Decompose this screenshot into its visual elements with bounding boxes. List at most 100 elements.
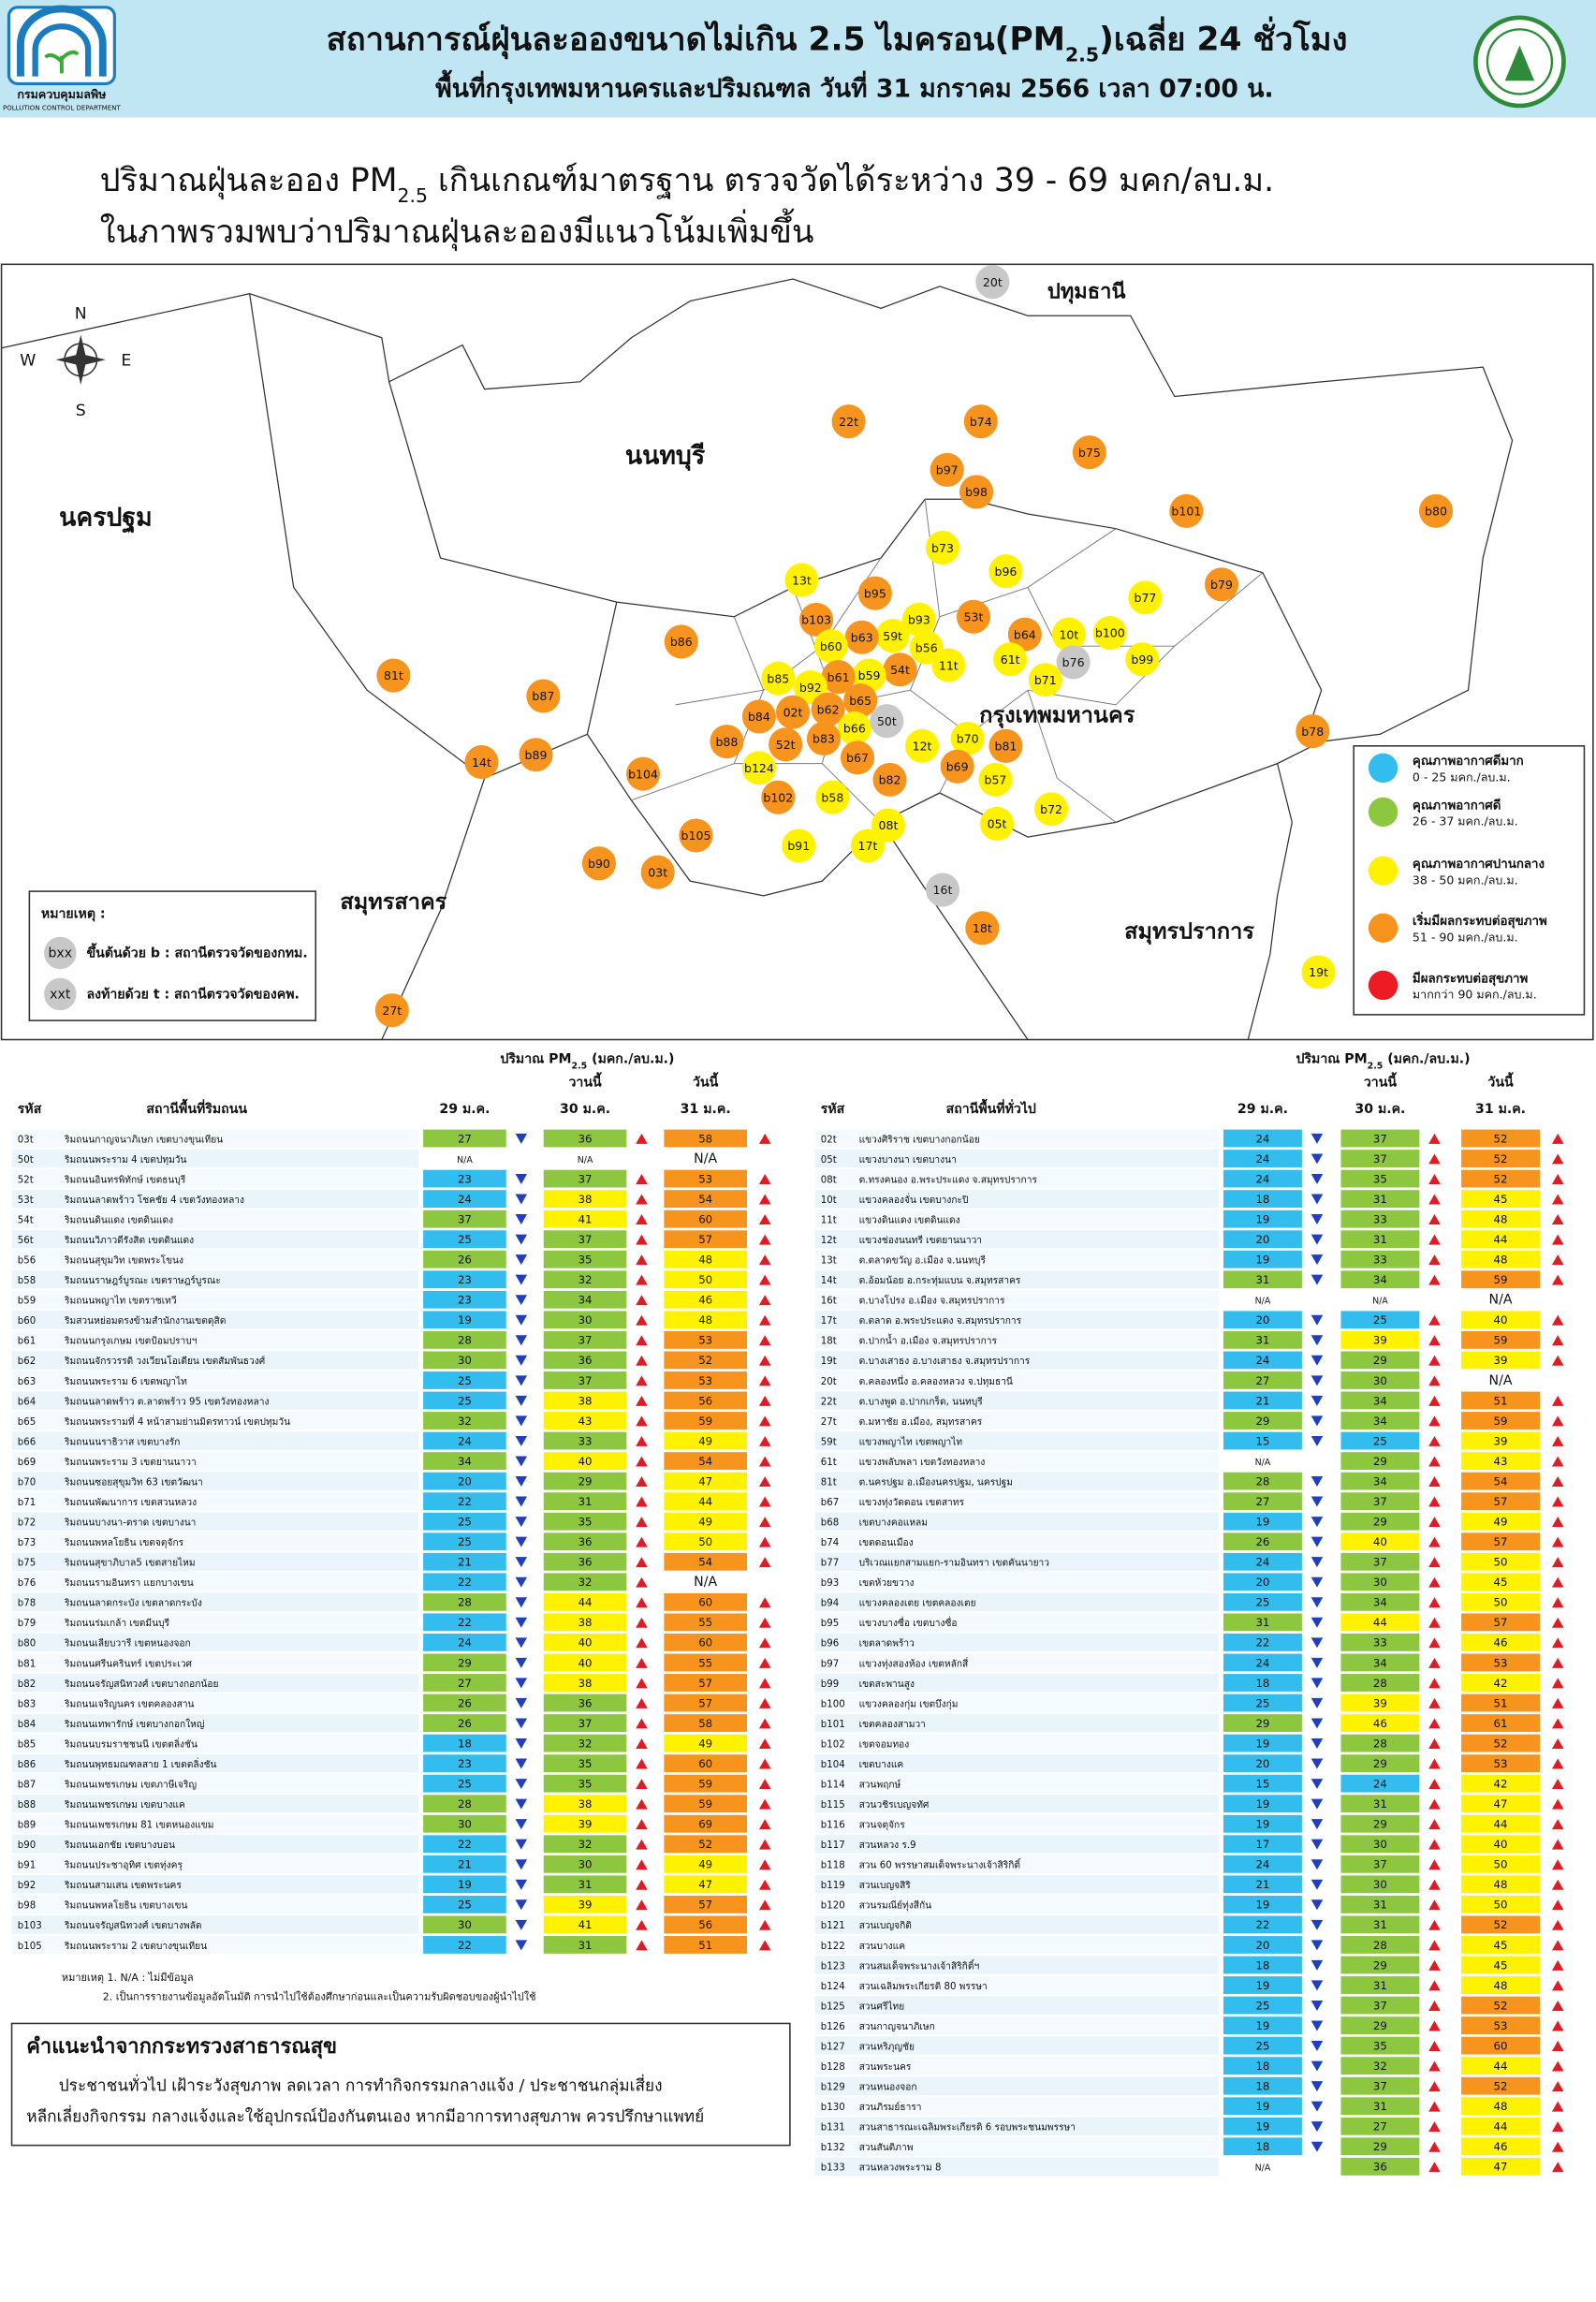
value-text: 44 [1494, 2060, 1508, 2073]
value-cell [663, 1874, 748, 1895]
value-cell [422, 1855, 507, 1874]
trend-arrow [1551, 1737, 1564, 1749]
trend-arrow [515, 1133, 528, 1144]
value-cell [1460, 1713, 1541, 1733]
trend-arrow [1551, 2141, 1564, 2152]
trend-arrow [758, 1517, 771, 1528]
value-cell [1223, 1552, 1303, 1572]
row-background [814, 1250, 1219, 1269]
trend-arrow [1551, 1718, 1564, 1729]
station-label: b59 [858, 668, 881, 682]
station-code: b67 [821, 1498, 839, 1508]
station-name: สวนบางแค [859, 1942, 905, 1952]
today-header: วันนี้ [1487, 1072, 1514, 1091]
trend-arrow [1428, 1557, 1441, 1568]
trend-arrow [636, 1697, 648, 1708]
trend-arrow [515, 1779, 528, 1790]
value-text: 57 [698, 1233, 712, 1246]
value-cell [422, 1874, 507, 1895]
value-cell [1460, 2076, 1541, 2096]
station-label: 05t [988, 817, 1007, 831]
value-text: 35 [578, 1516, 593, 1529]
trend-arrow [515, 1557, 528, 1568]
station-name: สวนหริภุญชัย [859, 2041, 915, 2052]
value-cell [1223, 1633, 1303, 1652]
station-label: 20t [983, 275, 1003, 289]
station-name: ริมถนนลาดพร้าว ต.ลาดพร้าว 95 เขตวังทองหล… [64, 1396, 269, 1407]
value-cell [1460, 1652, 1541, 1673]
trend-arrow [1428, 1597, 1441, 1608]
value-text: 49 [698, 1434, 712, 1447]
value-text: 31 [1255, 1616, 1269, 1629]
station-label: b60 [820, 639, 842, 653]
value-text: 28 [1255, 1474, 1269, 1488]
logo-text-en: POLLUTION CONTROL DEPARTMENT [3, 104, 122, 112]
value-text: 53 [1494, 1656, 1508, 1669]
station-name: ริมถนนประชาอุทิศ เขตทุ่งครุ [64, 1860, 183, 1871]
value-cell [1340, 1310, 1421, 1330]
station-name: แขวงพลับพลา เขตวังทองหลาง [859, 1458, 986, 1468]
value-text: 37 [1373, 1152, 1387, 1166]
station-marker [1056, 645, 1091, 680]
legend-range: 26 - 37 มคก./ลบ.ม. [1413, 814, 1518, 828]
value-cell [542, 1532, 628, 1551]
trend-arrow [758, 1214, 771, 1225]
value-cell [1223, 1128, 1303, 1149]
station-label: b79 [1210, 578, 1233, 592]
value-text: 35 [578, 1757, 593, 1770]
trend-arrow [515, 1517, 528, 1528]
station-code: b104 [821, 1760, 845, 1770]
value-cell [1460, 1874, 1541, 1895]
trend-arrow [636, 1819, 648, 1830]
trend-arrow [758, 1879, 771, 1890]
station-marker [1092, 616, 1127, 651]
value-text: 29 [1373, 2019, 1387, 2032]
value-text: 52 [1494, 1132, 1508, 1145]
row-background [814, 2117, 1219, 2136]
value-text: 22 [458, 1616, 472, 1629]
value-text: 38 [578, 1677, 593, 1690]
station-marker [963, 404, 998, 439]
value-cell [1460, 1149, 1541, 1168]
station-code: b121 [821, 1921, 845, 1931]
row-background [814, 1472, 1219, 1490]
trend-arrow [1310, 1919, 1324, 1930]
value-cell [542, 1250, 628, 1269]
value-cell [1223, 2117, 1303, 2136]
value-cell [663, 1411, 748, 1430]
row-background [814, 1774, 1219, 1793]
value-text: 29 [458, 1656, 472, 1669]
value-text: 25 [458, 1394, 472, 1407]
station-code: b118 [821, 1861, 845, 1871]
value-cell [663, 1773, 748, 1794]
value-text: 49 [698, 1858, 712, 1871]
station-code: b75 [18, 1559, 36, 1569]
station-marker [799, 602, 834, 637]
trend-arrow [515, 1758, 528, 1769]
advice-text: ประชาชนทั่วไป เฝ้าระวังสุขภาพ ลดเวลา การ… [59, 2075, 663, 2096]
trend-arrow [1428, 2141, 1441, 2152]
row-background [814, 1956, 1219, 1974]
value-cell [1223, 1995, 1303, 2016]
station-marker [640, 855, 675, 889]
station-name: ริมถนนพระราม 6 เขตพญาไท [64, 1376, 187, 1387]
trend-arrow [758, 1557, 771, 1568]
value-cell [663, 1430, 748, 1451]
station-code: 54t [18, 1215, 34, 1225]
value-cell [1223, 1330, 1303, 1350]
value-text: 25 [1373, 1434, 1387, 1447]
trend-arrow [1310, 1678, 1324, 1689]
trend-arrow [1428, 1879, 1441, 1890]
advice-title: คำแนะนำจากกระทรวงสาธารณสุข [26, 2035, 337, 2060]
row-background [814, 1491, 1219, 1511]
value-cell [542, 1693, 628, 1713]
value-cell [663, 1855, 748, 1874]
value-cell [422, 1592, 507, 1612]
station-label: b101 [1171, 505, 1201, 519]
value-cell [1340, 1532, 1421, 1551]
station-label: b66 [843, 722, 866, 736]
station-name: ต.ทรงคนอง อ.พระประแดง จ.สมุทรปราการ [859, 1175, 1038, 1185]
station-code: 27t [821, 1417, 837, 1428]
value-text: 24 [458, 1636, 472, 1650]
value-cell [1460, 1955, 1541, 1975]
